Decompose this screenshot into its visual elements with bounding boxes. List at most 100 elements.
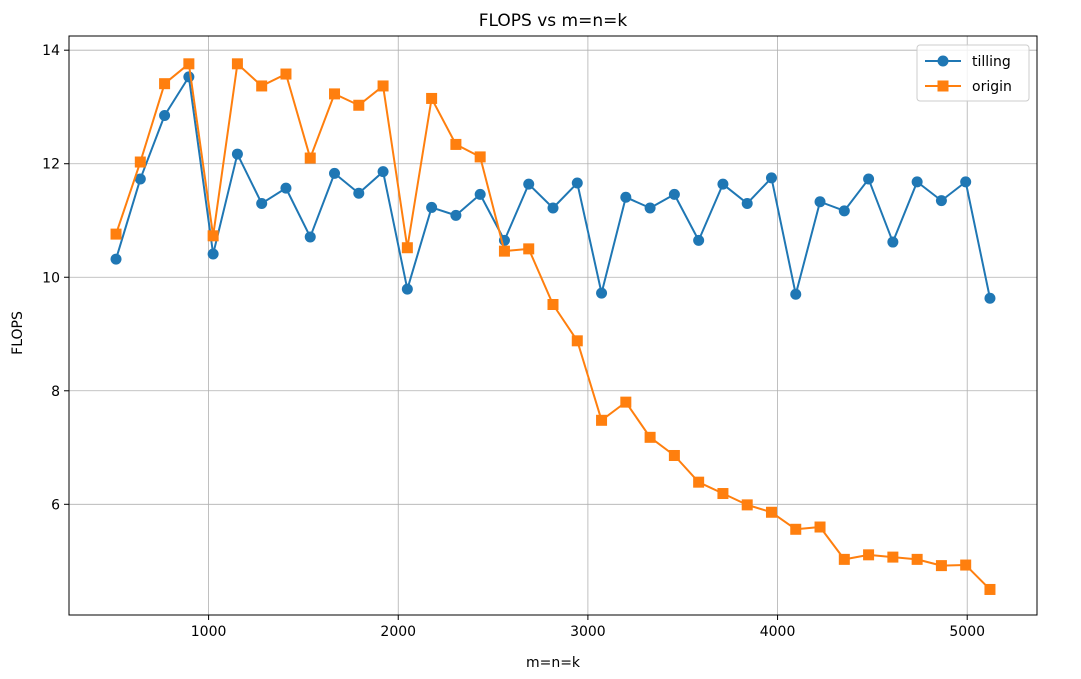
- data-point: [401, 242, 413, 254]
- data-point: [668, 449, 680, 461]
- data-point: [984, 583, 996, 595]
- x-tick-label: 4000: [760, 624, 796, 640]
- y-axis-label: FLOPS: [10, 311, 26, 355]
- series-line-tilling: [115, 75, 991, 299]
- data-point: [547, 202, 559, 214]
- legend-label: origin: [972, 79, 1012, 95]
- data-point: [741, 197, 753, 209]
- data-point: [523, 243, 535, 255]
- data-point: [183, 71, 195, 83]
- chart-title: FLOPS vs m=n=k: [479, 11, 628, 31]
- data-point: [717, 178, 729, 190]
- x-tick-label: 3000: [570, 624, 606, 640]
- data-point: [159, 109, 171, 121]
- data-point: [887, 551, 899, 563]
- data-point: [401, 283, 413, 295]
- data-point: [644, 202, 656, 214]
- data-point: [207, 230, 219, 242]
- data-point: [256, 80, 268, 92]
- series-group: [110, 58, 996, 595]
- data-point: [620, 191, 632, 203]
- data-point: [329, 88, 341, 100]
- data-point: [110, 253, 122, 265]
- data-point: [911, 176, 923, 188]
- y-tick-label: 12: [42, 157, 60, 173]
- data-point: [134, 156, 146, 168]
- data-point: [571, 335, 583, 347]
- data-point: [790, 523, 802, 535]
- x-tick-label: 1000: [191, 624, 227, 640]
- series-tilling: [110, 71, 996, 304]
- data-point: [280, 182, 292, 194]
- y-tick-label: 14: [42, 43, 60, 59]
- data-point: [644, 431, 656, 443]
- data-point: [474, 188, 486, 200]
- plot-area-frame: [68, 35, 1038, 616]
- legend-marker: [937, 80, 949, 92]
- data-point: [547, 298, 559, 310]
- series-origin: [110, 58, 996, 595]
- data-point: [134, 173, 146, 185]
- data-point: [741, 499, 753, 511]
- grid-lines: [69, 36, 1037, 615]
- data-point: [377, 80, 389, 92]
- series-line-origin: [115, 62, 991, 591]
- data-point: [960, 559, 972, 571]
- data-point: [183, 58, 195, 70]
- data-point: [960, 176, 972, 188]
- data-point: [596, 287, 608, 299]
- data-point: [110, 228, 122, 240]
- data-point: [474, 151, 486, 163]
- data-point: [523, 178, 535, 190]
- legend-marker: [937, 55, 949, 67]
- data-point: [693, 476, 705, 488]
- data-point: [935, 195, 947, 207]
- data-point: [304, 152, 316, 164]
- legend-label: tilling: [972, 54, 1011, 70]
- data-point: [693, 234, 705, 246]
- data-point: [863, 549, 875, 561]
- data-point: [207, 248, 219, 260]
- data-point: [377, 166, 389, 178]
- data-point: [450, 138, 462, 150]
- data-point: [814, 196, 826, 208]
- data-point: [280, 68, 292, 80]
- data-point: [596, 414, 608, 426]
- y-tick-label: 10: [42, 270, 60, 286]
- y-tick-label: 8: [51, 384, 60, 400]
- data-point: [717, 488, 729, 500]
- x-axis-label: m=n=k: [526, 655, 581, 671]
- data-point: [231, 58, 243, 70]
- data-point: [426, 92, 438, 104]
- data-point: [668, 188, 680, 200]
- data-point: [838, 205, 850, 217]
- data-point: [765, 506, 777, 518]
- data-point: [790, 288, 802, 300]
- data-point: [256, 197, 268, 209]
- data-point: [353, 99, 365, 111]
- legend: tilling origin: [916, 44, 1030, 102]
- data-point: [498, 245, 510, 257]
- x-tick-label: 2000: [380, 624, 416, 640]
- data-point: [329, 167, 341, 179]
- data-point: [765, 172, 777, 184]
- data-point: [863, 173, 875, 185]
- axis-ticks: 1000 2000 3000 4000 5000 6 8 10 12 14: [42, 43, 985, 640]
- data-point: [935, 560, 947, 572]
- data-point: [159, 78, 171, 90]
- data-point: [838, 553, 850, 565]
- y-tick-label: 6: [51, 497, 60, 513]
- data-point: [353, 187, 365, 199]
- data-point: [571, 177, 583, 189]
- data-point: [814, 521, 826, 533]
- data-point: [887, 236, 899, 248]
- legend-item-origin: origin: [925, 79, 1012, 95]
- data-point: [911, 553, 923, 565]
- data-point: [620, 396, 632, 408]
- data-point: [304, 231, 316, 243]
- data-point: [426, 201, 438, 213]
- data-point: [984, 292, 996, 304]
- data-point: [231, 148, 243, 160]
- x-tick-label: 5000: [949, 624, 985, 640]
